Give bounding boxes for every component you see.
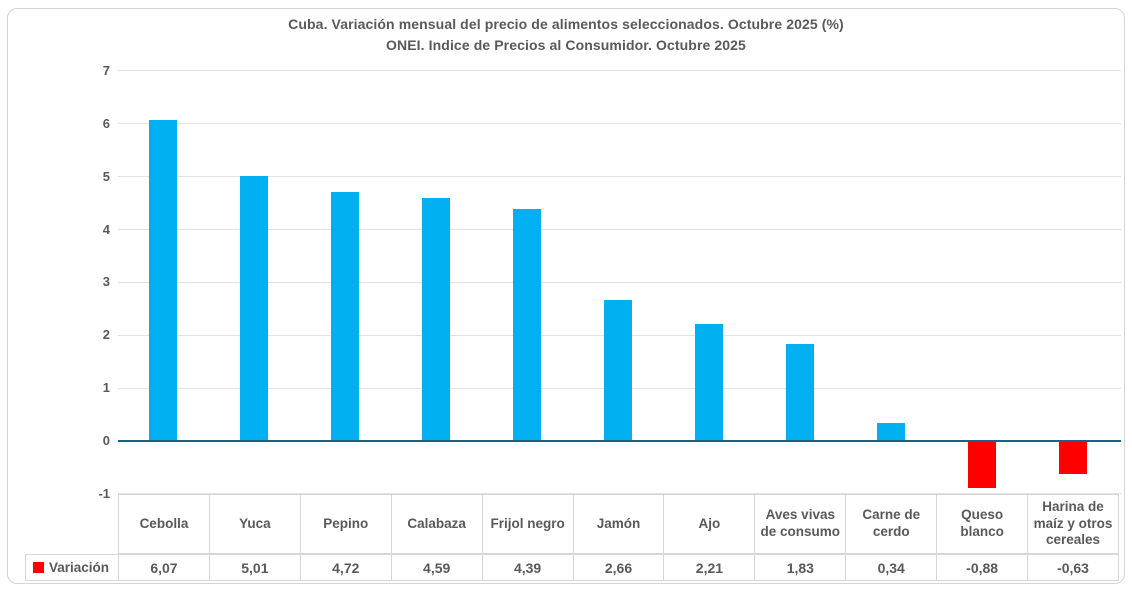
bar-yuca <box>240 176 269 441</box>
gridline-y-4 <box>118 229 1121 231</box>
value-cell: 6,07 <box>118 554 210 581</box>
legend-marker-variacion <box>33 562 44 573</box>
bar-frijol-negro <box>513 208 542 441</box>
y-axis-tick-label: 0 <box>102 433 110 448</box>
bar-pepino <box>331 191 360 441</box>
bar-harina-de-ma-z-y-otros-cereales <box>1058 441 1087 475</box>
bar-calabaza <box>422 198 451 441</box>
category-header-cell: Frijol negro <box>481 494 574 554</box>
gridline-y-5 <box>118 176 1121 178</box>
value-cell: 5,01 <box>208 554 301 581</box>
gridline-y-3 <box>118 281 1121 283</box>
value-cell: -0,63 <box>1027 554 1119 581</box>
y-axis-tick-label: 1 <box>102 380 110 396</box>
value-cell: 1,83 <box>754 554 847 581</box>
gridline-y--1 <box>118 493 1121 495</box>
category-header-cell: Harina de maíz y otros cereales <box>1027 494 1119 554</box>
y-axis-tick-label: 3 <box>102 274 110 290</box>
category-header-cell: Carne de cerdo <box>845 494 938 554</box>
y-axis-tick-label: 4 <box>102 221 110 237</box>
bar-aves-vivas-de-consumo <box>785 344 814 441</box>
value-cell: 2,21 <box>663 554 756 581</box>
bar-carne-de-cerdo <box>876 423 905 441</box>
legend-cell: Variación <box>25 554 119 581</box>
bar-cebolla <box>149 120 178 441</box>
value-cell: 4,72 <box>299 554 392 581</box>
y-axis-tick-label: 6 <box>102 115 110 131</box>
bar-jam-n <box>604 300 632 441</box>
category-header-cell: Aves vivas de consumo <box>754 494 847 554</box>
chart-subtitle: ONEI. Indice de Precios al Consumidor. O… <box>386 37 746 53</box>
category-header-cell: Cebolla <box>118 494 210 554</box>
value-cell: -0,88 <box>936 554 1029 581</box>
value-cell: 4,59 <box>390 554 483 581</box>
value-cell: 2,66 <box>572 554 665 581</box>
chart-outer-frame <box>7 8 1125 584</box>
category-header-cell: Jamón <box>572 494 665 554</box>
bar-queso-blanco <box>967 441 996 488</box>
y-axis-tick-label: 2 <box>102 327 110 343</box>
bar-ajo <box>694 324 723 441</box>
category-header-cell: Pepino <box>299 494 392 554</box>
gridline-y-7 <box>118 70 1121 72</box>
category-header-cell: Ajo <box>663 494 756 554</box>
legend-label: Variación <box>49 560 110 575</box>
y-axis-tick-label: -1 <box>98 485 110 501</box>
zero-axis-line <box>118 439 1121 442</box>
y-axis-tick-label: 5 <box>102 168 110 184</box>
value-cell: 4,39 <box>481 554 574 581</box>
chart-title: Cuba. Variación mensual del precio de al… <box>288 16 844 32</box>
y-axis-tick-label: 7 <box>102 62 110 78</box>
category-header-cell: Calabaza <box>390 494 483 554</box>
category-header-cell: Queso blanco <box>936 494 1029 554</box>
value-cell: 0,34 <box>845 554 938 581</box>
gridline-y-6 <box>118 123 1121 125</box>
category-header-cell: Yuca <box>208 494 301 554</box>
